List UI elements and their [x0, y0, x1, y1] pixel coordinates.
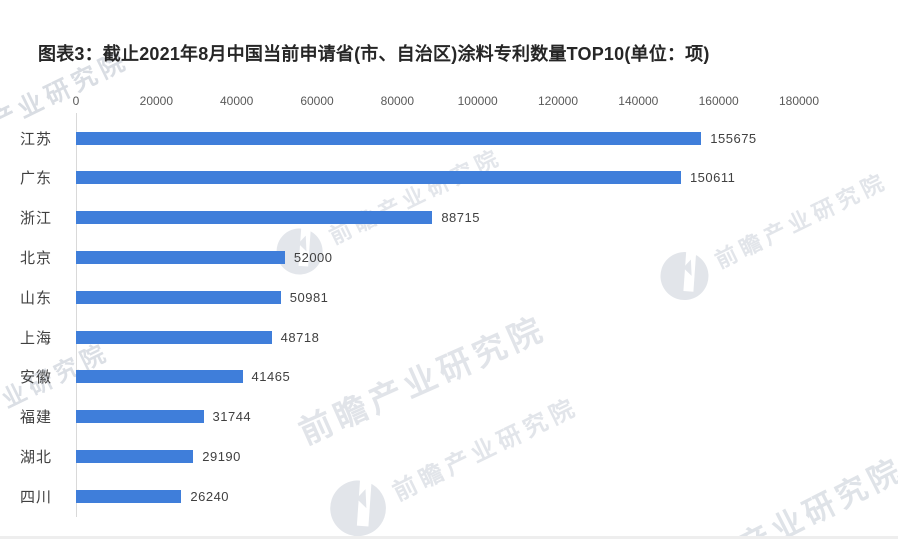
bar: [76, 330, 272, 344]
bar-row: 安徽 41465: [0, 357, 898, 397]
bar-row: 山东 50981: [0, 277, 898, 317]
bar: [76, 250, 285, 264]
chart-title: 图表3：截止2021年8月中国当前申请省(市、自治区)涂料专利数量TOP10(单…: [38, 44, 710, 64]
x-axis-tick-label: 60000: [300, 94, 334, 108]
value-label: 52000: [293, 249, 333, 265]
category-label: 浙江: [19, 210, 52, 228]
x-axis-tick-label: 140000: [618, 94, 659, 108]
category-label: 福建: [19, 409, 52, 427]
bar: [76, 211, 433, 225]
bar: [76, 131, 702, 145]
category-label: 上海: [19, 329, 52, 347]
bar-row: 福建 31744: [0, 397, 898, 437]
y-axis-line: [76, 113, 77, 517]
category-label: 北京: [19, 249, 52, 267]
category-label: 山东: [19, 289, 52, 307]
x-axis-tick-label: 40000: [219, 94, 254, 108]
value-label: 150611: [689, 170, 736, 186]
category-label: 江苏: [19, 130, 52, 148]
x-axis-tick-label: 120000: [537, 94, 579, 108]
bar-row: 湖北 29190: [0, 436, 898, 476]
bar: [76, 410, 204, 424]
bar-row: 广东 150611: [0, 158, 898, 198]
x-axis-tick-label: 100000: [457, 94, 498, 108]
x-axis-tick-label: 180000: [778, 94, 820, 108]
bar: [76, 489, 182, 503]
x-axis-tick-label: 20000: [139, 94, 174, 108]
bar-row: 北京 52000: [0, 237, 898, 277]
x-axis: 0 20000 40000 60000 80000 100000 120000 140000 1…: [72, 94, 819, 110]
bar-row: 四川 26240: [0, 476, 898, 516]
value-label: 155675: [710, 130, 757, 146]
bar-row: 江苏 155675: [0, 118, 898, 158]
category-label: 湖北: [19, 448, 52, 466]
bar-row: 浙江 88715: [0, 198, 898, 238]
bar-row: 上海 48718: [0, 317, 898, 357]
value-label: 50981: [289, 289, 329, 305]
category-label: 安徽: [19, 369, 52, 387]
x-axis-tick-label: 80000: [380, 94, 415, 108]
value-label: 29190: [202, 448, 241, 464]
bar: [76, 290, 281, 304]
value-label: 88715: [441, 210, 480, 226]
value-label: 26240: [190, 488, 230, 504]
bar: [76, 370, 243, 384]
category-label: 广东: [19, 170, 52, 188]
x-axis-tick-label: 160000: [698, 94, 739, 108]
category-label: 四川: [19, 488, 52, 506]
bar: [76, 449, 194, 463]
bar: [76, 171, 681, 185]
value-label: 48718: [280, 329, 320, 345]
plot-area: 江苏 155675 广东 150611 浙江 88715 北京 52000 山东 50981 上海 4…: [0, 118, 898, 518]
value-label: 31744: [212, 409, 252, 425]
value-label: 41465: [251, 369, 291, 385]
x-axis-tick-label: 0: [72, 94, 80, 108]
